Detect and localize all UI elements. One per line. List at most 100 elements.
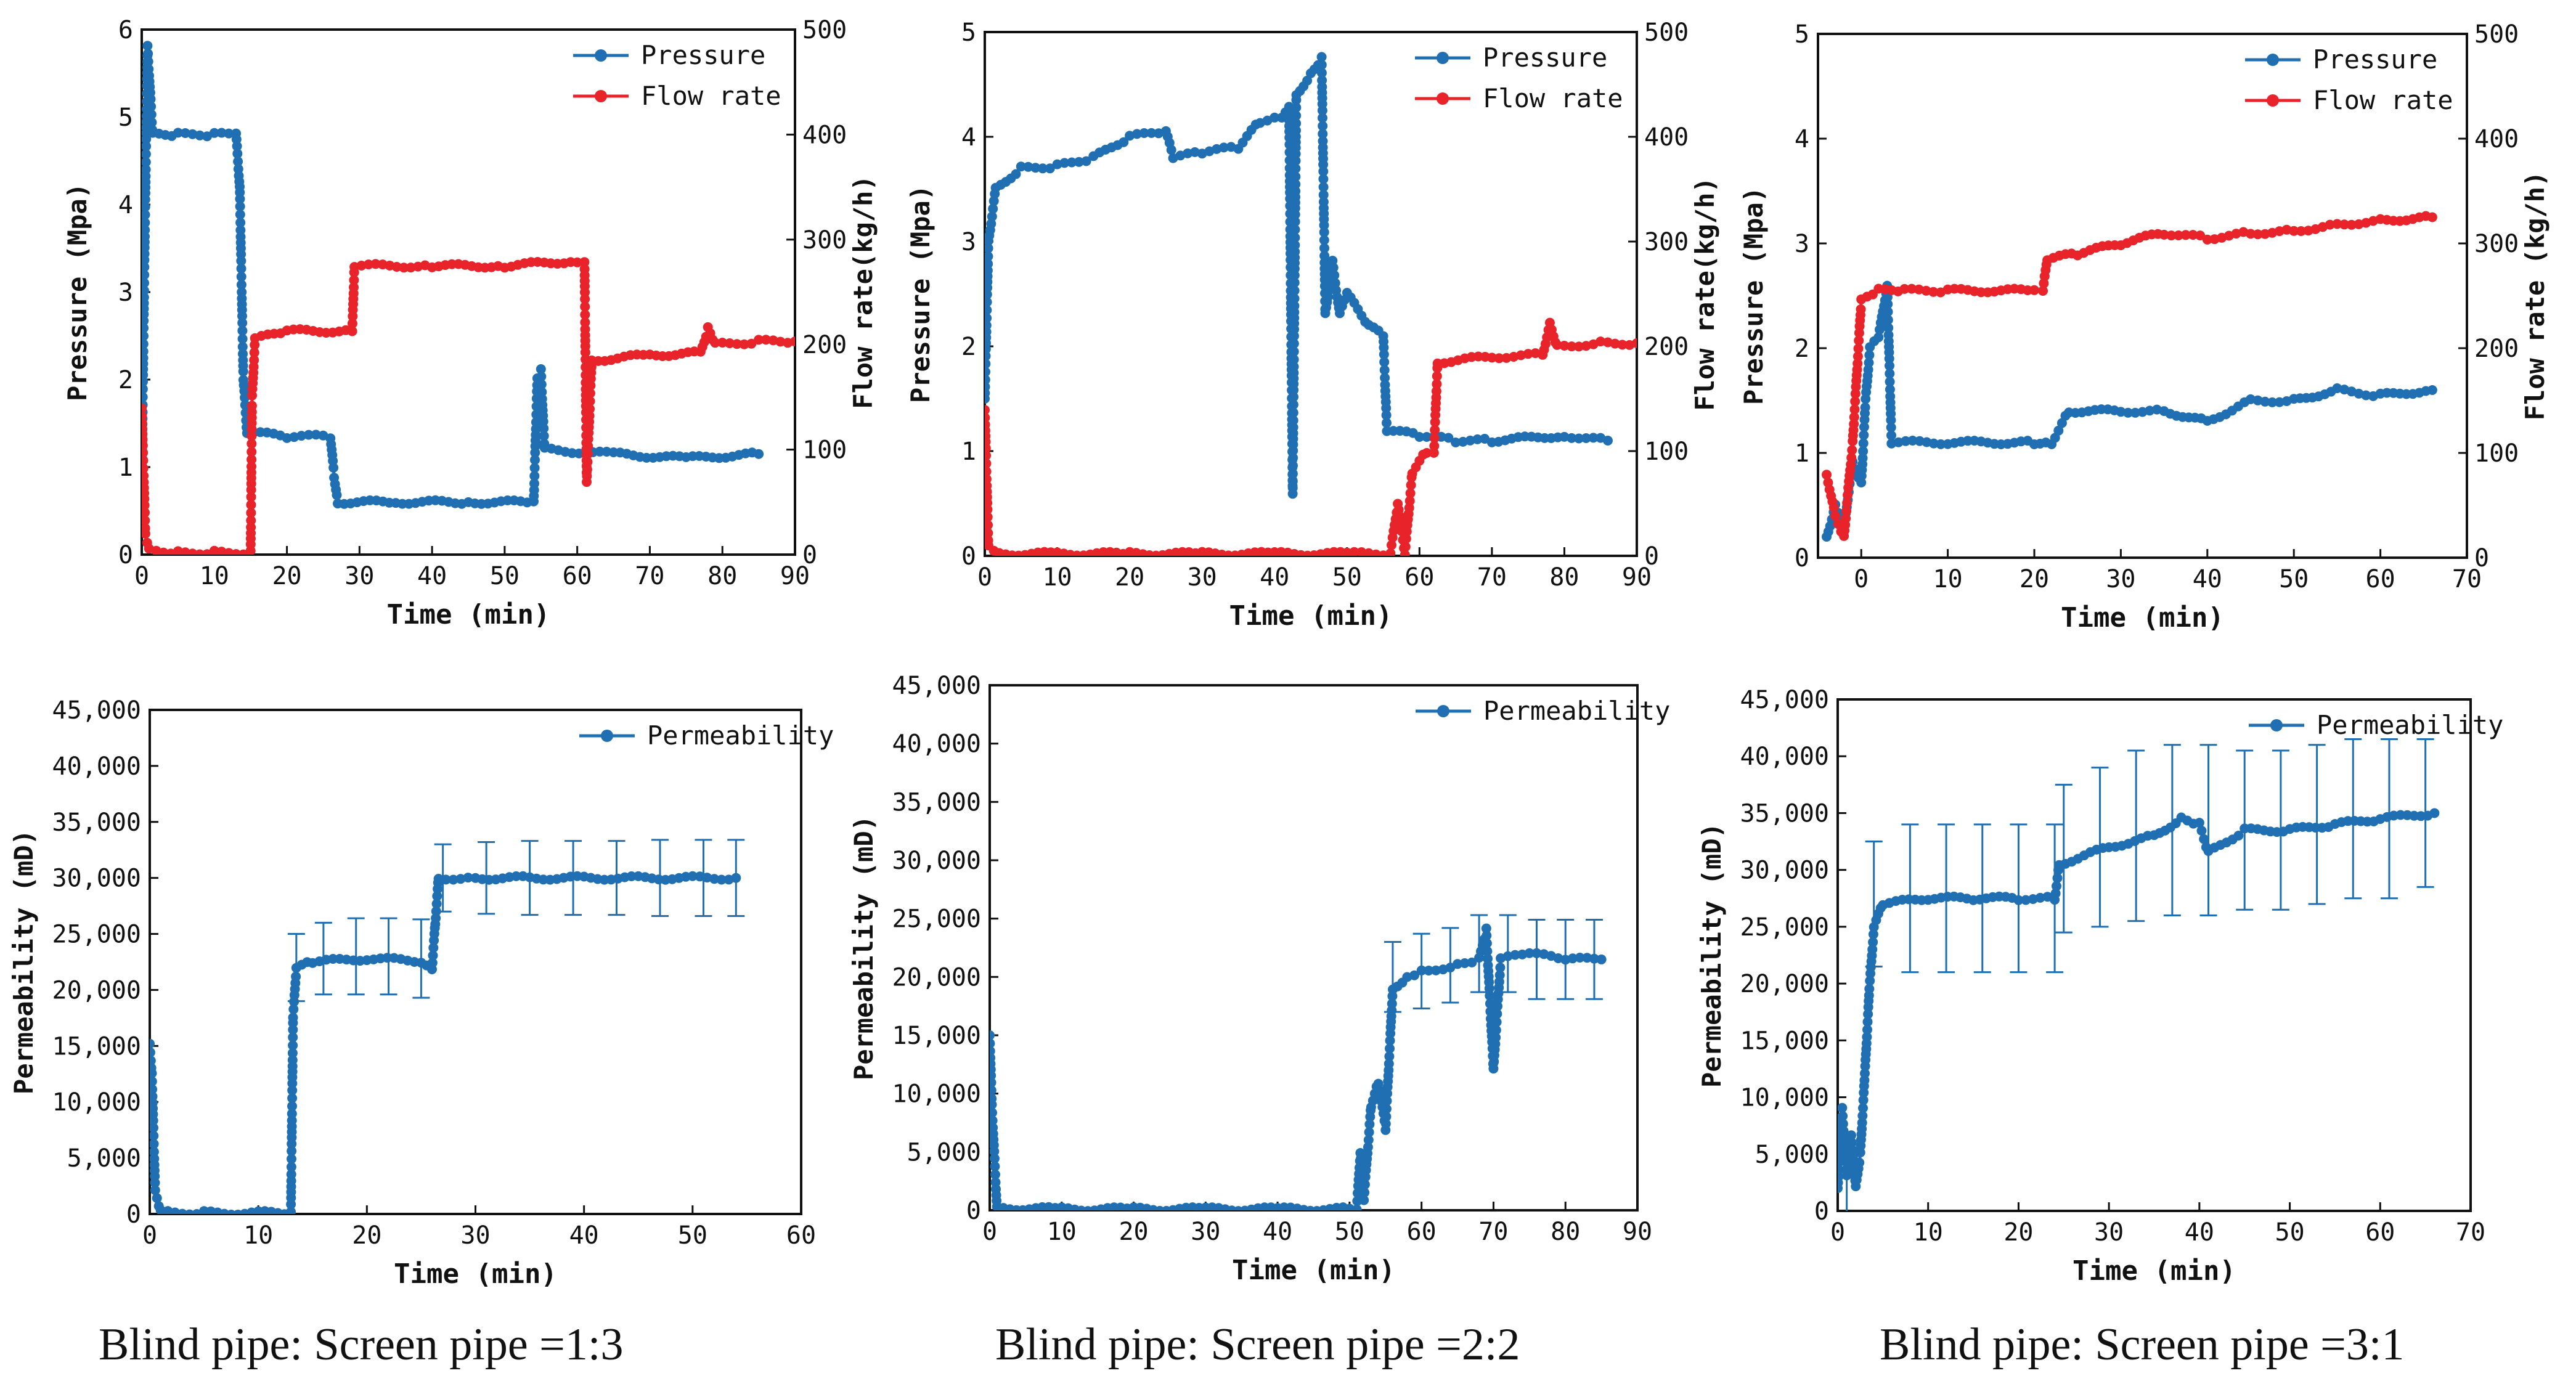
data-point (987, 211, 997, 222)
data-point (1868, 929, 1878, 940)
data-point (580, 294, 590, 304)
data-point (1850, 388, 1861, 399)
data-point (247, 439, 257, 449)
data-point (142, 403, 147, 413)
data-point (1329, 270, 1340, 280)
data-point (399, 263, 409, 273)
data-point (1289, 338, 1299, 349)
data-point (1131, 129, 1142, 139)
data-point (2174, 230, 2183, 240)
y-tick-label: 30,000 (892, 847, 982, 875)
x-tick-label: 60 (786, 1221, 816, 1250)
data-point (1864, 357, 1874, 368)
data-point (287, 1101, 297, 1111)
data-point (1288, 460, 1298, 471)
x-tick-label: 40 (1263, 1218, 1292, 1246)
data-point (288, 1004, 299, 1014)
data-point (142, 455, 149, 466)
data-point (1290, 216, 1300, 227)
data-point (990, 1085, 997, 1096)
x-tick-label: 50 (490, 562, 520, 590)
data-point (1384, 1051, 1395, 1062)
y-tick-label: 10,000 (892, 1080, 982, 1109)
data-point (237, 341, 248, 352)
data-point (2053, 425, 2064, 436)
plot-frame (1817, 33, 2468, 559)
data-point (2038, 286, 2048, 296)
x-tick-label: 30 (2094, 1218, 2124, 1247)
data-point (990, 1107, 997, 1118)
x-tick-label: 10 (200, 562, 229, 590)
data-point (246, 508, 256, 518)
data-point (1859, 430, 1869, 440)
x-tick-label: 90 (780, 562, 810, 590)
data-point (2296, 226, 2306, 236)
x-tick-label: 70 (2456, 1218, 2485, 1247)
data-point (2056, 418, 2067, 428)
data-point (1324, 285, 1334, 296)
data-point (428, 943, 439, 953)
data-point (431, 898, 442, 909)
data-point (1381, 403, 1392, 413)
data-point (288, 1025, 298, 1035)
caption-2: Blind pipe: Screen pipe =2:2 (995, 1319, 1520, 1370)
data-point (1405, 488, 1416, 499)
data-point (433, 874, 444, 884)
data-point (1379, 365, 1390, 375)
data-point (1385, 1043, 1395, 1054)
data-point (1883, 299, 1893, 309)
data-point (1318, 121, 1328, 131)
y2-tick-label: 400 (2474, 125, 2519, 153)
data-point (1552, 340, 1562, 350)
data-point (1856, 304, 1866, 314)
data-point (173, 128, 183, 138)
data-point (1289, 285, 1300, 296)
data-point (246, 515, 256, 526)
legend-label: Permeability (647, 720, 834, 751)
data-point (2123, 407, 2134, 418)
data-point (1430, 425, 1440, 435)
data-point (142, 202, 150, 212)
data-point (1886, 422, 1896, 433)
data-point (1491, 1017, 1502, 1027)
data-point (238, 366, 248, 377)
x-tick-label: 90 (1623, 1218, 1652, 1246)
y2-tick-label: 300 (802, 226, 847, 255)
series-line (1825, 216, 2432, 539)
data-point (2252, 229, 2263, 240)
legend-marker (2267, 54, 2279, 66)
y-tick-label: 15,000 (52, 1032, 142, 1061)
data-point (187, 129, 198, 139)
legend-marker (601, 730, 613, 742)
x-axis-label: Time (min) (2061, 602, 2224, 633)
data-point (232, 149, 243, 159)
y-tick-label: 2 (1795, 335, 1809, 363)
data-point (702, 873, 712, 883)
data-point (709, 874, 720, 884)
data-point (249, 355, 259, 365)
data-point (431, 906, 441, 916)
data-point (1318, 190, 1329, 200)
x-tick-label: 60 (1407, 1218, 1437, 1246)
plot-frame (149, 709, 802, 1215)
data-point (1472, 434, 1483, 444)
y-tick-label: 4 (961, 123, 976, 152)
y-tick-label: 5 (118, 104, 133, 132)
data-point (1610, 338, 1620, 349)
data-point (303, 430, 314, 440)
data-point (580, 347, 590, 357)
y-tick-label: 45,000 (892, 672, 982, 700)
legend-label: Pressure (641, 40, 765, 70)
series-permeability (990, 914, 1607, 1210)
data-point (710, 338, 720, 348)
data-point (1302, 75, 1313, 86)
x-tick-label: 30 (1188, 563, 1217, 592)
data-point (2188, 230, 2198, 240)
data-point (288, 1032, 298, 1043)
chart-top-3: 0 10 20 30 40 50 60 700123450100200300400500Tim… (1738, 20, 2550, 633)
data-point (1400, 542, 1411, 552)
data-point (1854, 1157, 1865, 1168)
y-axis-label: Pressure (Mpa) (62, 183, 92, 401)
legend-marker (2270, 719, 2283, 731)
data-point (1290, 171, 1301, 182)
